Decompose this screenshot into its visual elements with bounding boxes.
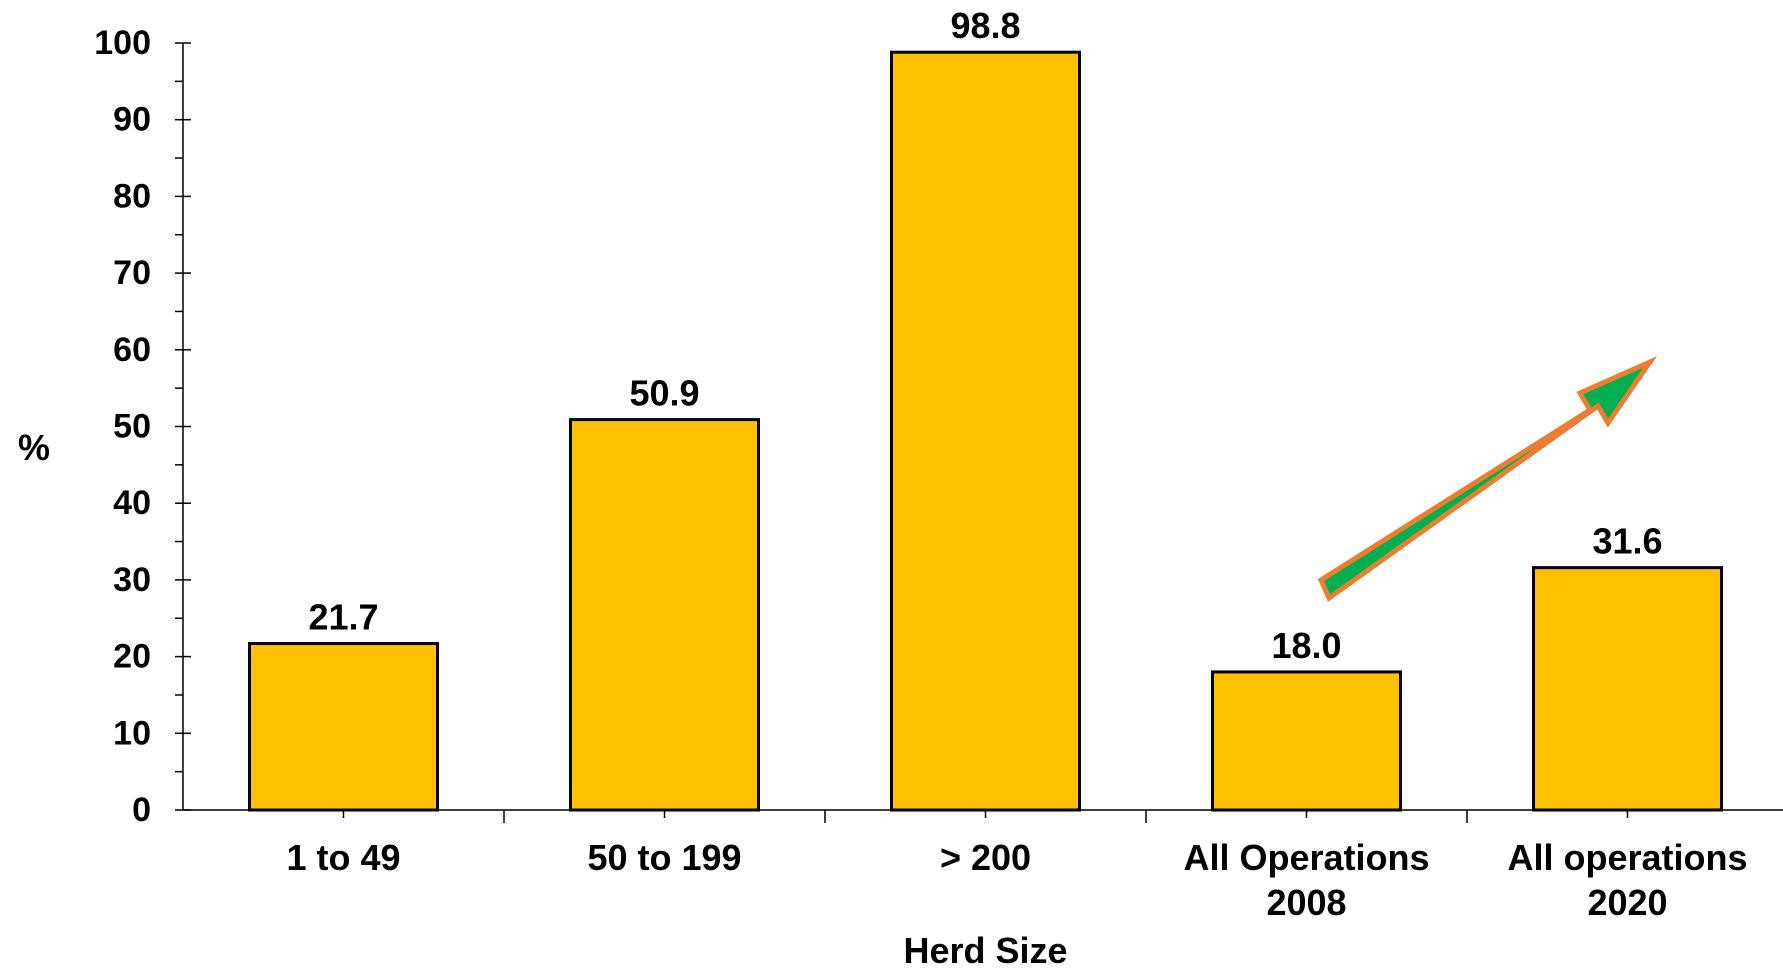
x-tick-label: All operations 2020 (1507, 837, 1747, 923)
bar (890, 50, 1081, 812)
bar (248, 642, 439, 812)
bar (1211, 670, 1402, 812)
bar (1532, 566, 1723, 812)
data-label: 50.9 (629, 373, 699, 414)
y-tick-label: 30 (113, 561, 151, 599)
y-tick-label: 100 (94, 24, 151, 62)
y-tick-label: 90 (113, 101, 151, 139)
y-tick-label: 70 (113, 254, 151, 292)
y-tick-label: 80 (113, 177, 151, 215)
y-tick-label: 0 (132, 791, 151, 829)
x-axis-title: Herd Size (903, 930, 1067, 971)
bar (569, 418, 760, 812)
x-tick-label: > 200 (940, 837, 1031, 878)
y-axis-title: % (18, 427, 50, 468)
y-tick-label: 40 (113, 484, 151, 522)
trend-arrow (1317, 356, 1658, 602)
y-tick-label: 10 (113, 714, 151, 752)
y-tick-label: 50 (113, 408, 151, 446)
data-label: 98.8 (950, 5, 1020, 46)
data-label: 21.7 (308, 597, 378, 638)
chart-bars (248, 50, 1723, 812)
data-label: 18.0 (1271, 625, 1341, 666)
data-label: 31.6 (1592, 521, 1662, 562)
chart-labels: 0 10 20 30 40 50 60 70 80 90 100 21.7 1 to 49 50.9 50 … (18, 5, 1748, 971)
x-tick-label: 50 to 199 (587, 837, 741, 878)
x-tick-label: 1 to 49 (286, 837, 400, 878)
y-tick-label: 20 (113, 638, 151, 676)
x-tick-label: All Operations 2008 (1183, 837, 1429, 923)
chart-annotations (1317, 356, 1658, 602)
y-tick-label: 60 (113, 331, 151, 369)
